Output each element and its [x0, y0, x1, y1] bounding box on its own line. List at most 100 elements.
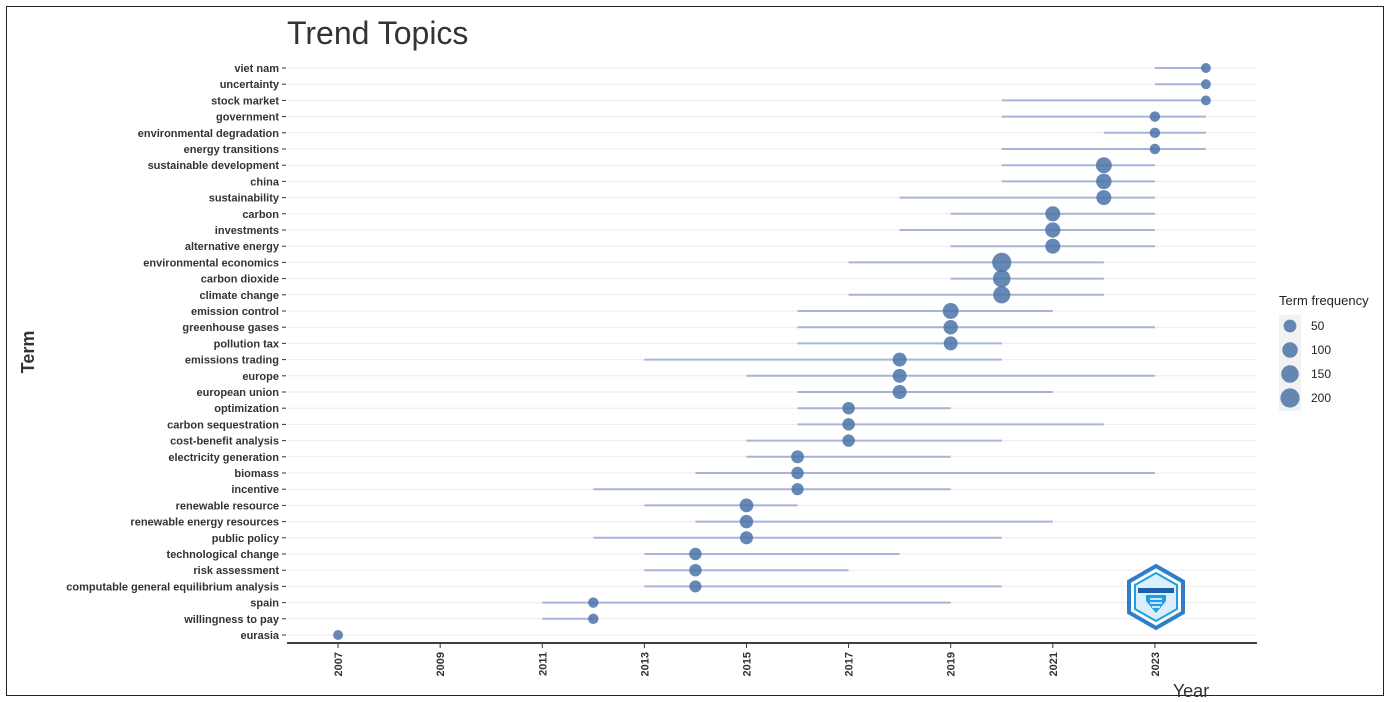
x-tick-label: 2021 — [1048, 652, 1060, 676]
term-label: eurasia — [240, 630, 279, 642]
term-label: renewable resource — [176, 500, 279, 512]
term-label: sustainable development — [148, 160, 280, 172]
median-point — [739, 498, 754, 513]
term-label: renewable energy resources — [130, 517, 279, 529]
term-label: europe — [242, 371, 279, 383]
median-point — [689, 547, 702, 561]
term-label: carbon dioxide — [201, 274, 279, 286]
chart-frame — [6, 6, 1384, 696]
term-label: european union — [197, 387, 280, 399]
term-label: emissions trading — [185, 355, 279, 367]
median-point — [791, 466, 804, 480]
x-tick-label: 2009 — [435, 652, 447, 676]
legend-key — [1280, 388, 1300, 408]
median-point — [689, 563, 702, 577]
term-label: spain — [250, 598, 279, 610]
gridlines — [287, 67, 1257, 636]
x-tick-label: 2019 — [946, 652, 958, 676]
x-tick-label: 2017 — [844, 652, 856, 676]
median-point — [1149, 127, 1161, 139]
median-points — [333, 63, 1211, 640]
median-point — [1045, 222, 1061, 238]
term-label: public policy — [212, 533, 280, 545]
year-ticks: 2007 2009 2011 2013 2015 2017 2019 2021 2023 — [333, 643, 1162, 676]
term-label: electricity generation — [168, 452, 279, 464]
median-point — [689, 580, 702, 593]
term-label: viet nam — [234, 63, 279, 75]
median-point — [892, 352, 907, 367]
median-point — [992, 252, 1012, 272]
term-label: cost-benefit analysis — [170, 436, 279, 448]
term-label: greenhouse gases — [182, 322, 279, 334]
term-label: government — [216, 112, 279, 124]
term-label: carbon sequestration — [167, 419, 279, 431]
term-label: energy transitions — [184, 144, 279, 156]
x-tick-label: 2015 — [741, 652, 753, 676]
median-point — [333, 630, 344, 640]
x-tick-label: 2023 — [1150, 652, 1162, 676]
median-point — [993, 286, 1011, 304]
term-label: environmental degradation — [138, 128, 279, 140]
median-point — [892, 385, 907, 399]
median-point — [1200, 79, 1211, 90]
median-point — [588, 597, 599, 608]
median-point — [1095, 157, 1112, 174]
legend-label: 200 — [1311, 391, 1331, 405]
legend-key — [1282, 342, 1298, 358]
term-label: optimization — [214, 403, 279, 415]
median-point — [739, 531, 754, 545]
term-label: carbon — [242, 209, 279, 221]
term-label: risk assessment — [193, 565, 279, 577]
median-point — [842, 418, 855, 431]
term-label: biomass — [234, 468, 279, 480]
x-axis-title: Year — [1173, 681, 1209, 701]
median-point — [588, 613, 599, 625]
term-label: climate change — [200, 290, 279, 302]
term-label: uncertainty — [220, 79, 280, 91]
median-point — [791, 483, 804, 496]
median-point — [992, 269, 1011, 288]
legend-title: Term frequency — [1279, 293, 1369, 308]
median-point — [942, 303, 959, 319]
publisher-logo — [1127, 563, 1185, 631]
median-point — [1045, 206, 1061, 222]
term-label: investments — [215, 225, 279, 237]
median-point — [1149, 143, 1161, 155]
x-tick-label: 2007 — [333, 652, 345, 676]
x-tick-label: 2011 — [537, 652, 549, 676]
legend-key — [1281, 365, 1299, 383]
median-point — [1200, 95, 1211, 106]
legend-label: 150 — [1311, 367, 1331, 381]
median-point — [1096, 190, 1112, 206]
term-label: pollution tax — [214, 338, 280, 350]
term-label: incentive — [231, 484, 279, 496]
median-point — [1200, 63, 1211, 73]
term-label: sustainability — [209, 193, 280, 205]
legend-label: 100 — [1311, 343, 1331, 357]
term-label: stock market — [211, 95, 279, 107]
term-labels: viet nam uncertainty stock market governmen… — [66, 63, 286, 642]
x-tick-label: 2013 — [639, 652, 651, 676]
legend-label: 50 — [1311, 319, 1325, 333]
legend-key — [1283, 319, 1297, 333]
median-point — [791, 450, 804, 464]
y-axis-title: Term — [18, 331, 38, 374]
term-label: environmental economics — [143, 257, 279, 269]
legend-key-background — [1279, 315, 1301, 411]
term-label: willingness to pay — [183, 614, 280, 626]
median-point — [1149, 111, 1161, 122]
median-point — [943, 336, 958, 351]
term-label: china — [250, 176, 280, 188]
term-label: emission control — [191, 306, 279, 318]
term-label: computable general equilibrium analysis — [66, 581, 279, 593]
term-label: technological change — [167, 549, 279, 561]
median-point — [1045, 238, 1061, 254]
median-point — [842, 401, 855, 415]
median-point — [842, 434, 855, 447]
median-point — [739, 514, 754, 529]
term-label: alternative energy — [185, 241, 280, 253]
median-point — [892, 368, 907, 383]
chart-title: Trend Topics — [287, 15, 468, 51]
median-point — [1096, 173, 1112, 190]
